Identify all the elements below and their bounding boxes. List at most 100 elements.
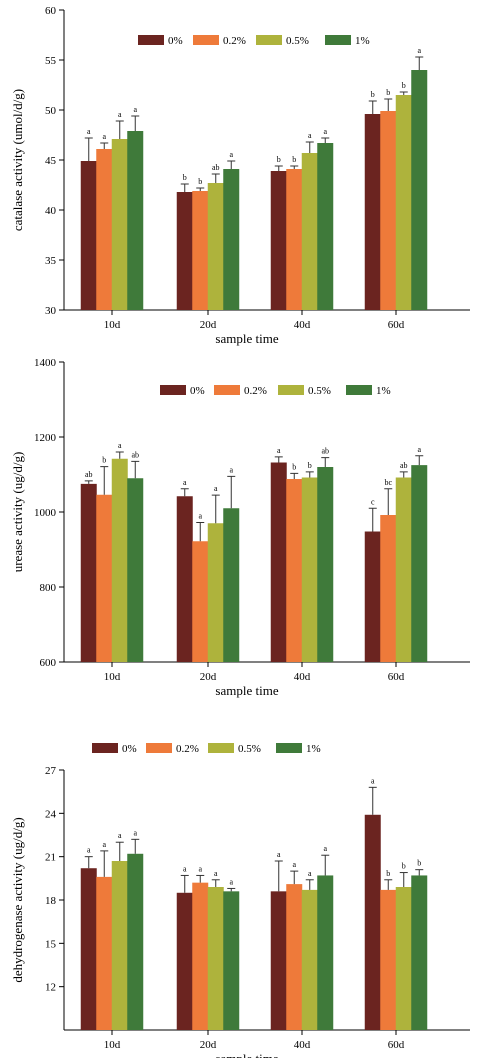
significance-label: b <box>417 859 421 868</box>
significance-label: a <box>323 127 327 136</box>
bar <box>96 494 113 662</box>
legend-swatch <box>160 385 186 395</box>
bar <box>380 889 397 1030</box>
y-tick-label: 18 <box>45 895 57 907</box>
significance-label: a <box>183 864 187 873</box>
bar <box>301 153 318 310</box>
y-tick-label: 30 <box>45 305 57 317</box>
bar <box>395 477 412 662</box>
x-tick-label: 20d <box>200 319 217 331</box>
bar <box>111 458 128 662</box>
x-axis-title: sample time <box>215 331 278 346</box>
y-tick-label: 60 <box>45 5 57 17</box>
x-tick-label: 10d <box>104 319 121 331</box>
significance-label: c <box>371 497 375 506</box>
significance-label: a <box>118 831 122 840</box>
x-tick-label: 20d <box>200 1039 217 1051</box>
significance-label: a <box>277 850 281 859</box>
y-tick-label: 800 <box>40 582 57 594</box>
bar <box>364 814 381 1030</box>
significance-label: a <box>417 46 421 55</box>
chart-panel-1: 30 35 40 45 50 55 60 10d 20d 40d 60d sample time cat… <box>10 5 470 346</box>
legend-label: 0% <box>190 385 205 397</box>
bar <box>176 192 193 310</box>
bar <box>286 479 303 662</box>
bar <box>395 95 412 310</box>
bar <box>411 875 428 1030</box>
significance-label: a <box>133 105 137 114</box>
significance-label: a <box>229 150 233 159</box>
significance-label: b <box>308 461 312 470</box>
chart-panel-3: 12 15 18 21 24 27 10d 20d 40d 60d sample time dehyd… <box>10 743 470 1058</box>
legend-label: 1% <box>355 35 370 47</box>
y-tick-label: 12 <box>45 982 56 994</box>
legend-label: 0.5% <box>308 385 331 397</box>
significance-label: a <box>292 860 296 869</box>
bar <box>127 853 144 1030</box>
significance-label: ab <box>400 461 408 470</box>
legend-swatch <box>214 385 240 395</box>
x-tick-label: 40d <box>294 319 311 331</box>
bar <box>317 467 334 662</box>
significance-label: a <box>102 132 106 141</box>
y-tick-label: 27 <box>45 765 57 777</box>
bar <box>411 465 428 662</box>
legend-label: 0.2% <box>244 385 267 397</box>
significance-label: a <box>118 110 122 119</box>
bar <box>301 889 318 1030</box>
significance-label: b <box>386 869 390 878</box>
bar <box>207 183 224 310</box>
legend-label: 1% <box>306 743 321 755</box>
significance-label: b <box>386 88 390 97</box>
y-tick-label: 600 <box>40 657 57 669</box>
legend-swatch <box>278 385 304 395</box>
y-tick-label: 35 <box>45 255 57 267</box>
bar <box>223 508 240 662</box>
bar <box>96 876 113 1030</box>
significance-label: ab <box>85 470 93 479</box>
significance-label: b <box>183 173 187 182</box>
x-tick-label: 20d <box>200 671 217 683</box>
significance-label: ab <box>131 450 139 459</box>
x-tick-label: 10d <box>104 671 121 683</box>
legend-swatch <box>208 743 234 753</box>
significance-label: b <box>198 177 202 186</box>
x-tick-label: 40d <box>294 671 311 683</box>
x-tick-label: 60d <box>388 1039 405 1051</box>
bar <box>364 531 381 662</box>
y-tick-label: 24 <box>45 808 57 820</box>
significance-label: a <box>371 776 375 785</box>
legend-label: 1% <box>376 385 391 397</box>
bar <box>111 139 128 310</box>
bar <box>270 891 287 1030</box>
y-tick-label: 1000 <box>34 507 57 519</box>
bar <box>207 523 224 662</box>
legend-label: 0.2% <box>223 35 246 47</box>
legend-swatch <box>346 385 372 395</box>
legend-label: 0% <box>122 743 137 755</box>
bar <box>223 169 240 310</box>
legend-swatch <box>325 35 351 45</box>
significance-label: a <box>323 844 327 853</box>
bar <box>192 191 209 310</box>
y-tick-label: 40 <box>45 205 57 217</box>
bar <box>286 884 303 1030</box>
y-tick-label: 15 <box>45 938 57 950</box>
bar <box>270 462 287 662</box>
significance-label: a <box>229 877 233 886</box>
significance-label: ab <box>212 163 220 172</box>
x-tick-label: 60d <box>388 319 405 331</box>
bar <box>80 161 97 310</box>
significance-label: a <box>214 869 218 878</box>
legend-swatch <box>92 743 118 753</box>
significance-label: a <box>417 445 421 454</box>
significance-label: a <box>198 512 202 521</box>
bar <box>192 541 209 662</box>
significance-label: b <box>277 155 281 164</box>
bar <box>380 515 397 662</box>
y-tick-label: 1400 <box>34 357 57 369</box>
legend-swatch <box>256 35 282 45</box>
bar <box>286 169 303 310</box>
legend-swatch <box>193 35 219 45</box>
x-tick-label: 10d <box>104 1039 121 1051</box>
